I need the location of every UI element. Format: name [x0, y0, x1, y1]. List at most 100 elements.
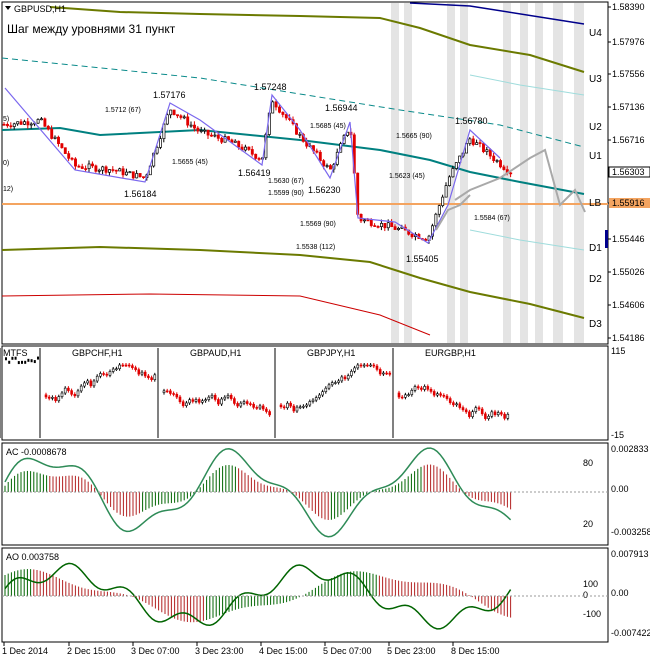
mtfs-candle — [416, 386, 420, 389]
candle-body — [2, 123, 6, 126]
candle-body — [108, 169, 111, 173]
mtfs-candle — [321, 391, 324, 396]
candle-body — [495, 160, 499, 162]
level-d1: D1 — [589, 243, 602, 254]
mtfs-candle — [429, 389, 433, 392]
mtfs-candle — [343, 376, 347, 380]
candle-body — [359, 213, 363, 222]
mtfs-candle — [73, 393, 77, 397]
candle-body — [390, 222, 394, 228]
price-label: 1.57556 — [612, 69, 645, 79]
ac-tick: 0.002833 — [611, 444, 649, 454]
time-label: 2 Dec 15:00 — [67, 646, 116, 656]
mtfs-candle — [407, 394, 410, 396]
ao-tick: 0.007913 — [611, 549, 649, 559]
ao-left-tick: 100 — [583, 579, 598, 589]
ac-left-tick: 20 — [583, 519, 593, 529]
candle-body — [9, 125, 13, 128]
mtfs-candle — [54, 397, 57, 402]
mtfs-candle — [410, 390, 414, 395]
mtfs-candle — [127, 364, 131, 367]
mtfs-candle — [252, 403, 255, 408]
candle-body — [233, 140, 237, 143]
candle-body — [383, 222, 387, 229]
scroll-marker — [605, 230, 608, 248]
mtfs-candle — [115, 368, 118, 371]
mtfs-candle — [366, 364, 369, 367]
zigzag-lines — [4, 87, 586, 244]
projection-label: 1.5630 (67) — [268, 178, 304, 185]
candle-body — [250, 149, 254, 155]
mtfs-candle — [442, 394, 446, 397]
mtfs-candle — [378, 369, 382, 375]
edge-label: 0) — [3, 160, 9, 167]
dropdown-triangle-icon[interactable] — [5, 6, 11, 10]
candle-body — [284, 114, 288, 119]
mtfs-panel: MTFS 115 -15 GBPCHF,H1 GBPAUD,H1 GBPJPY,H1 EUR… — [0, 346, 625, 440]
projection-label: 1.5665 (90) — [396, 133, 432, 140]
candle-body — [196, 127, 200, 132]
mtfs-candle — [95, 375, 99, 382]
mtfs-candle — [226, 395, 230, 398]
zigzag — [4, 87, 501, 244]
mtfs-candle — [191, 399, 195, 402]
candle-body — [482, 143, 485, 153]
thin-band — [469, 74, 585, 96]
candle-body — [29, 123, 33, 126]
mtfs-candle — [118, 364, 121, 370]
ac-line — [4, 447, 512, 538]
price-label: 1.57136 — [612, 102, 645, 112]
time-label: 3 Dec 07:00 — [131, 646, 180, 656]
ac-left-tick: 80 — [583, 458, 593, 468]
window-title: GBPUSD,H1 — [14, 4, 66, 14]
mtfs-candle — [452, 402, 455, 406]
candle-body — [165, 114, 169, 125]
mtfs-candle — [229, 395, 233, 399]
mtfs-candle — [169, 390, 172, 394]
ac-tick: 0.00 — [611, 484, 629, 494]
mtfs-candle — [487, 415, 490, 419]
mtfs-symbol-label: EURGBP,H1 — [425, 348, 476, 358]
candle-body — [94, 165, 98, 172]
price-label: 1.55446 — [612, 234, 645, 244]
candle-body — [369, 219, 373, 226]
candle-body — [325, 165, 329, 167]
candle-body — [271, 101, 275, 114]
forecast-line — [435, 194, 471, 231]
forecast-line — [454, 148, 586, 213]
mtfs-candle — [44, 394, 48, 398]
mtfs-candle — [111, 368, 115, 372]
ao-tick: -0.007422 — [611, 628, 650, 638]
mtfs-candle — [11, 356, 14, 360]
ao-left-tick: -100 — [583, 609, 601, 619]
ac-tick: -0.003258 — [611, 527, 650, 537]
level-u2: U2 — [589, 122, 602, 133]
mtfs-candle — [33, 360, 36, 364]
candle-body — [155, 147, 159, 154]
mtfs-candle — [359, 364, 363, 367]
mtfs-candle — [506, 414, 510, 419]
candle-body — [43, 118, 47, 127]
current-price-box — [608, 166, 650, 178]
candle-body — [206, 129, 210, 136]
mtfs-candle — [37, 356, 39, 360]
mtfs-candle — [436, 393, 439, 396]
pivot-label: 1.56230 — [308, 185, 341, 195]
candle-body — [53, 136, 57, 139]
session-band — [404, 3, 412, 343]
mtfs-candle — [217, 399, 220, 405]
price-label: 1.54606 — [612, 300, 645, 310]
level-u1: U1 — [589, 151, 602, 162]
mtfs-candle — [302, 405, 305, 408]
candle-body — [179, 115, 183, 118]
candle-body — [182, 116, 186, 119]
candle-body — [57, 136, 60, 145]
candle-body — [318, 151, 322, 161]
mtfs-candle — [484, 413, 487, 419]
candle-body — [80, 166, 84, 169]
mtfs-candle — [346, 375, 350, 380]
candle-body — [114, 169, 118, 172]
mtfs-candle — [289, 402, 292, 407]
time-label: 4 Dec 15:00 — [259, 646, 308, 656]
